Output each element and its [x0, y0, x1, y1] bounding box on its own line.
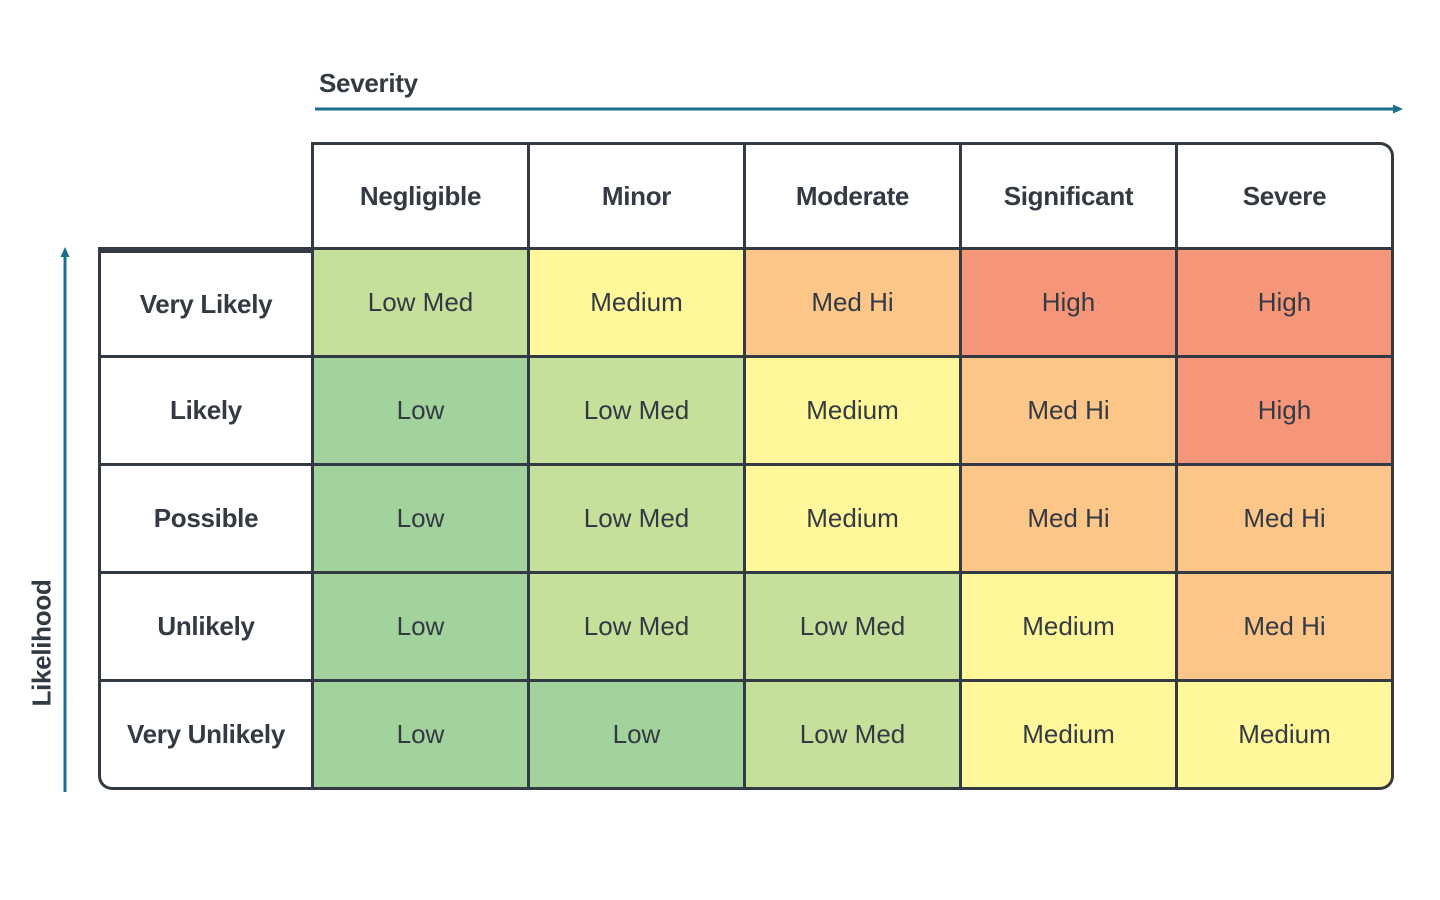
severity-header-negligible: Negligible [314, 142, 530, 250]
risk-cell: Low Med [530, 358, 746, 466]
risk-cell: Medium [746, 466, 962, 574]
risk-cell: Med Hi [962, 466, 1178, 574]
likelihood-header-very-unlikely: Very Unlikely [98, 682, 314, 790]
risk-cell: Low [314, 466, 530, 574]
risk-cell: Medium [962, 574, 1178, 682]
likelihood-axis-label: Likelihood [26, 579, 57, 707]
risk-cell: Medium [1178, 682, 1394, 790]
risk-cell: Med Hi [962, 358, 1178, 466]
likelihood-header-possible: Possible [98, 466, 314, 574]
risk-cell: Med Hi [1178, 574, 1394, 682]
risk-cell: Medium [530, 250, 746, 358]
risk-cell: Med Hi [746, 250, 962, 358]
risk-cell: Low [314, 682, 530, 790]
risk-cell: High [962, 250, 1178, 358]
risk-cell: High [1178, 358, 1394, 466]
risk-cell: Low [314, 574, 530, 682]
risk-cell: Med Hi [1178, 466, 1394, 574]
likelihood-arrow-icon [60, 247, 70, 792]
risk-cell: Low Med [314, 250, 530, 358]
risk-cell: Low Med [530, 574, 746, 682]
risk-cell: Low [530, 682, 746, 790]
severity-header-severe: Severe [1178, 142, 1394, 250]
likelihood-header-likely: Likely [98, 358, 314, 466]
risk-cell: High [1178, 250, 1394, 358]
severity-arrow-icon [315, 104, 1403, 114]
risk-cell: Low Med [746, 574, 962, 682]
severity-axis-label: Severity [319, 68, 418, 98]
risk-cell: Low Med [530, 466, 746, 574]
likelihood-header-unlikely: Unlikely [98, 574, 314, 682]
severity-header-significant: Significant [962, 142, 1178, 250]
risk-cell: Medium [746, 358, 962, 466]
risk-cell: Medium [962, 682, 1178, 790]
matrix-corner [98, 142, 314, 250]
risk-matrix-grid: Negligible Minor Moderate Significant Se… [98, 142, 1396, 793]
likelihood-header-very-likely: Very Likely [98, 250, 314, 358]
severity-header-moderate: Moderate [746, 142, 962, 250]
severity-header-minor: Minor [530, 142, 746, 250]
risk-cell: Low [314, 358, 530, 466]
risk-cell: Low Med [746, 682, 962, 790]
